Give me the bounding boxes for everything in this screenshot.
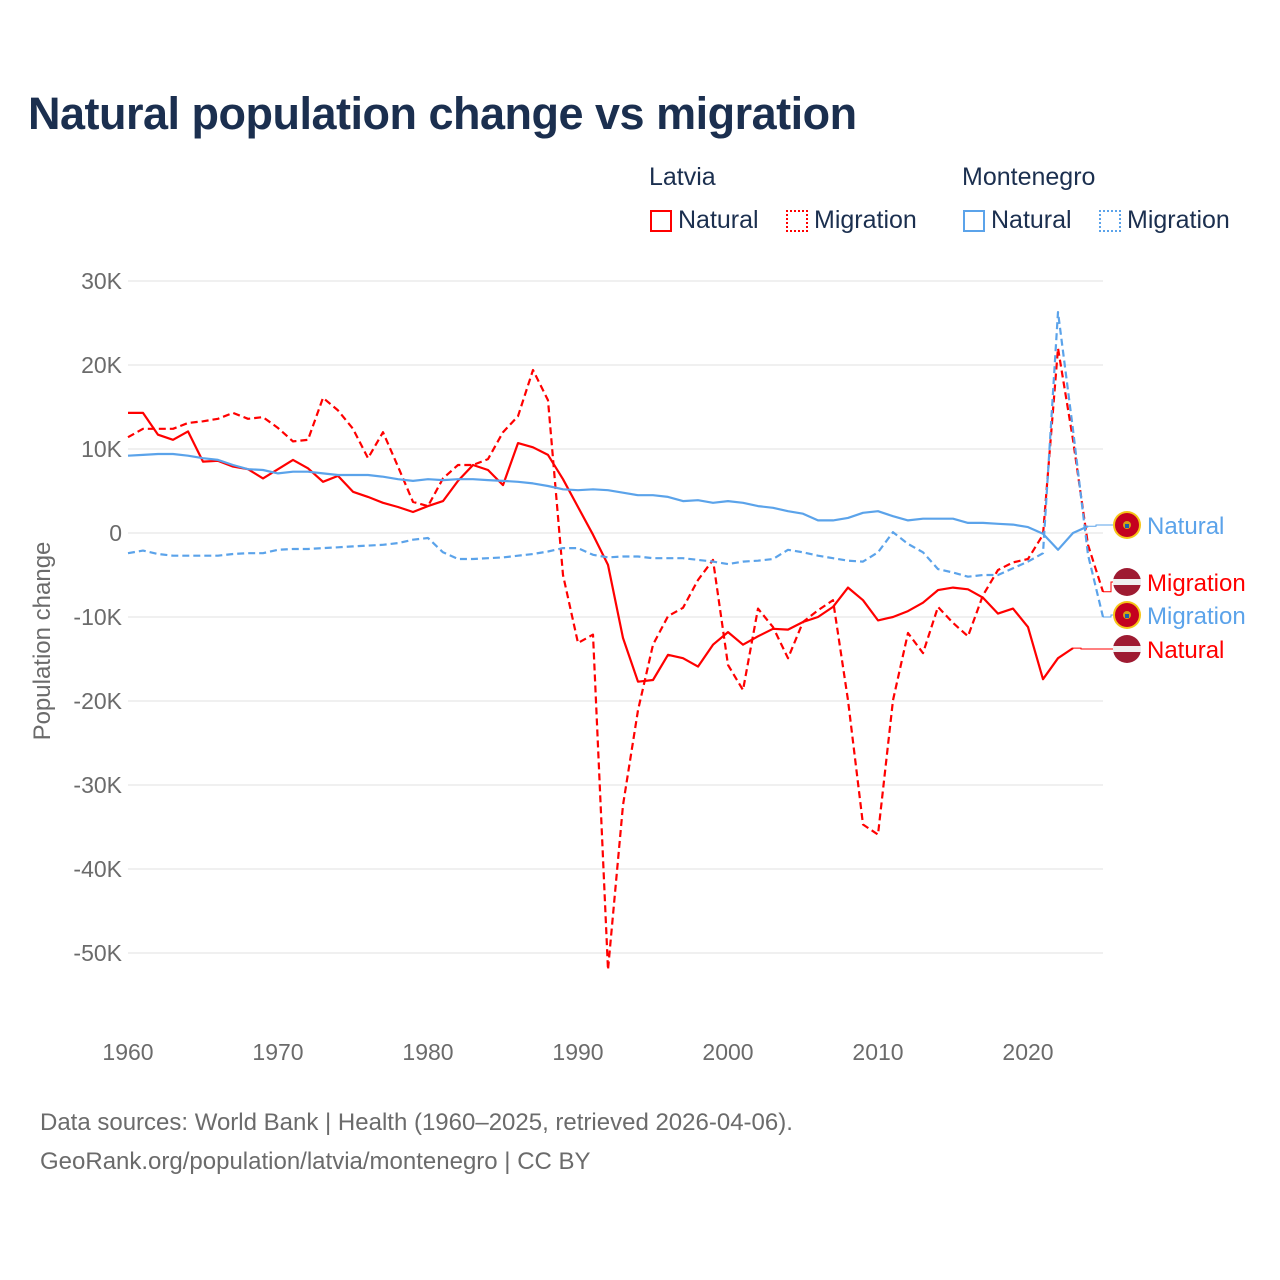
legend-item-latvia-natural[interactable]: Natural xyxy=(650,206,759,235)
end-label: Natural xyxy=(1147,513,1224,540)
y-tick-label: 30K xyxy=(81,268,123,294)
end-label: Migration xyxy=(1147,570,1246,597)
legend-label: Natural xyxy=(991,206,1072,234)
solid-line-swatch-icon xyxy=(963,209,985,232)
legend-label: Migration xyxy=(814,206,917,234)
latvia-flag-icon xyxy=(1113,635,1141,663)
series-line-latvia-migration xyxy=(127,347,1105,971)
flag-emblem-shield xyxy=(1125,614,1129,618)
y-tick-label: 0 xyxy=(109,520,122,546)
y-tick-label: -10K xyxy=(73,604,122,630)
label-connector xyxy=(1103,581,1113,593)
x-tick-label: 1980 xyxy=(402,1039,453,1065)
x-tick-label: 2000 xyxy=(702,1039,753,1065)
legend-label: Migration xyxy=(1127,206,1230,234)
y-tick-label: -30K xyxy=(73,772,122,798)
montenegro-flag-icon xyxy=(1113,601,1141,629)
x-tick-label: 1960 xyxy=(102,1039,153,1065)
legend-group-latvia: Latvia xyxy=(649,163,716,191)
y-tick-label: 10K xyxy=(81,436,123,462)
label-connector xyxy=(1103,614,1113,618)
x-tick-label: 2020 xyxy=(1002,1039,1053,1065)
series-line-montenegro-natural xyxy=(127,452,1089,551)
latvia-flag-icon xyxy=(1113,568,1141,596)
chart-title: Natural population change vs migration xyxy=(28,88,857,139)
legend-item-montenegro-natural[interactable]: Natural xyxy=(963,206,1072,235)
flag-emblem-shield xyxy=(1125,524,1129,528)
flag-stripe xyxy=(1113,646,1141,652)
flag-stripe xyxy=(1113,579,1141,585)
legend-item-montenegro-migration[interactable]: Migration xyxy=(1099,206,1230,235)
series-line-montenegro-migration xyxy=(127,311,1105,618)
x-tick-label: 1970 xyxy=(252,1039,303,1065)
series-line-latvia-natural xyxy=(128,411,1074,683)
end-label: Migration xyxy=(1147,603,1246,630)
label-connector xyxy=(1073,647,1113,650)
footer-sources: Data sources: World Bank | Health (1960–… xyxy=(40,1109,793,1136)
y-tick-label: -40K xyxy=(73,856,122,882)
solid-line-swatch-icon xyxy=(650,209,672,232)
x-tick-label: 1990 xyxy=(552,1039,603,1065)
y-axis-label: Population change xyxy=(29,542,56,741)
dashed-line-swatch-icon xyxy=(786,209,808,232)
montenegro-flag-icon xyxy=(1113,511,1141,539)
legend-item-latvia-migration[interactable]: Migration xyxy=(786,206,917,235)
dashed-line-swatch-icon xyxy=(1099,209,1121,232)
legend-group-montenegro: Montenegro xyxy=(962,163,1096,191)
footer-link[interactable]: GeoRank.org/population/latvia/montenegro… xyxy=(40,1148,591,1175)
y-tick-label: -20K xyxy=(73,688,122,714)
x-tick-label: 2010 xyxy=(852,1039,903,1065)
label-connector xyxy=(1088,524,1113,527)
y-tick-label: 20K xyxy=(81,352,123,378)
legend-label: Natural xyxy=(678,206,759,234)
end-label: Natural xyxy=(1147,637,1224,664)
y-tick-label: -50K xyxy=(73,940,122,966)
